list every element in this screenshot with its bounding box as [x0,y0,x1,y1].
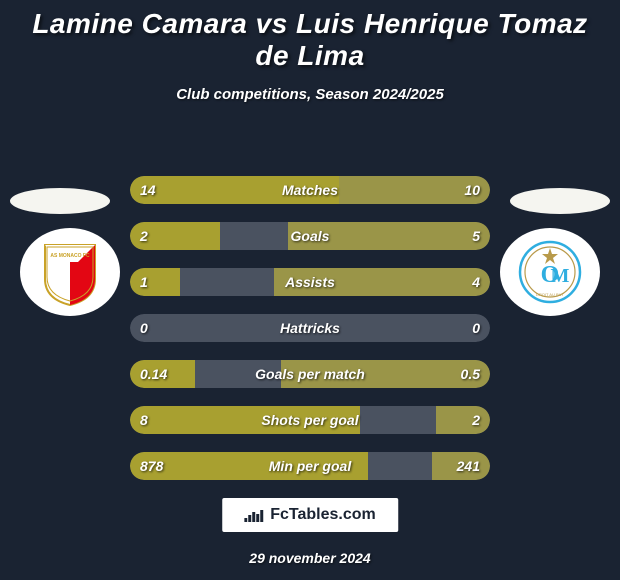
svg-text:AS MONACO FC: AS MONACO FC [50,253,90,259]
stat-value-right: 10 [464,176,480,204]
stat-row: 2Goals5 [130,222,490,250]
marseille-crest-icon: O M DROIT AU BUT [518,240,582,304]
stat-value-right: 2 [472,406,480,434]
date-label: 29 november 2024 [0,550,620,566]
stat-value-right: 0.5 [461,360,480,388]
subtitle: Club competitions, Season 2024/2025 [0,86,620,103]
stat-label: Goals [130,222,490,250]
club-logo-left: AS MONACO FC [20,228,120,316]
svg-text:M: M [551,265,570,287]
stat-label: Matches [130,176,490,204]
comparison-card: Lamine Camara vs Luis Henrique Tomaz de … [0,0,620,580]
page-title: Lamine Camara vs Luis Henrique Tomaz de … [0,0,620,72]
branding-badge: FcTables.com [222,498,398,532]
stat-row: 8Shots per goal2 [130,406,490,434]
player-right-oval [510,188,610,214]
stat-label: Shots per goal [130,406,490,434]
stat-row: 0Hattricks0 [130,314,490,342]
stat-value-right: 5 [472,222,480,250]
player-left-oval [10,188,110,214]
stat-label: Assists [130,268,490,296]
monaco-crest-icon: AS MONACO FC [40,237,100,307]
stat-label: Hattricks [130,314,490,342]
stat-label: Goals per match [130,360,490,388]
stat-row: 0.14Goals per match0.5 [130,360,490,388]
stat-value-right: 4 [472,268,480,296]
stats-area: 14Matches102Goals51Assists40Hattricks00.… [130,176,490,498]
stat-label: Min per goal [130,452,490,480]
fctables-icon [244,508,264,522]
stat-value-right: 0 [472,314,480,342]
svg-text:DROIT AU BUT: DROIT AU BUT [536,292,564,297]
branding-text: FcTables.com [270,506,376,524]
stat-row: 1Assists4 [130,268,490,296]
stat-row: 14Matches10 [130,176,490,204]
stat-value-right: 241 [457,452,480,480]
club-logo-right: O M DROIT AU BUT [500,228,600,316]
stat-row: 878Min per goal241 [130,452,490,480]
